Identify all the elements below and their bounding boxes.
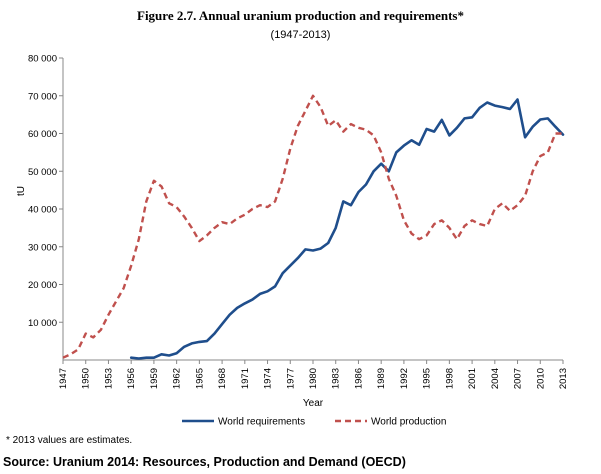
chart-subtitle: (1947-2013) [270, 29, 331, 41]
x-tick-label: 2004 [490, 368, 501, 389]
series-line-world-production [62, 94, 563, 359]
x-tick-label: 1971 [240, 368, 251, 389]
x-tick-label: 2001 [467, 368, 478, 389]
chart-title: Figure 2.7. Annual uranium production an… [137, 8, 464, 23]
y-tick-label: 20 000 [28, 280, 57, 291]
x-tick-labels: 1947 1950 1953 1956 1959 1962 1965 1968 1971 1974… [58, 368, 569, 389]
y-tick-labels: 10 000 20 000 30 000 40 000 50 000 60 000 70 0… [28, 54, 57, 329]
x-tick-label: 1989 [376, 368, 387, 389]
x-tick-label: 1992 [399, 368, 410, 389]
legend-label: World requirements [218, 417, 305, 428]
y-tick-label: 10 000 [28, 318, 57, 329]
y-axis-title: tU [16, 186, 27, 196]
x-tick-label: 1974 [263, 368, 274, 389]
y-tick-label: 60 000 [28, 129, 57, 140]
x-tick-label: 1962 [172, 368, 183, 389]
x-tick-label: 1953 [103, 368, 114, 389]
x-tick-label: 2010 [535, 368, 546, 389]
series-lines [62, 94, 565, 360]
chart-axes [59, 57, 564, 364]
legend-label: World production [371, 417, 446, 428]
x-tick-label: 1968 [217, 368, 228, 389]
x-tick-label: 2013 [558, 368, 569, 389]
x-tick-label: 1947 [58, 368, 69, 389]
footnote: * 2013 values are estimates. [6, 435, 133, 446]
series-line-world-requirements [129, 98, 565, 360]
x-tick-label: 1950 [81, 368, 92, 389]
x-tick-label: 1956 [126, 368, 137, 389]
legend: World requirements World production [182, 417, 446, 428]
y-tick-label: 30 000 [28, 242, 57, 253]
x-tick-label: 1977 [285, 368, 296, 389]
x-axis-title: Year [303, 398, 324, 409]
x-tick-label: 1983 [331, 368, 342, 389]
x-tick-label: 1965 [194, 368, 205, 389]
y-tick-label: 80 000 [28, 54, 57, 65]
x-tick-label: 1995 [422, 368, 433, 389]
source-line: Source: Uranium 2014: Resources, Product… [3, 455, 406, 469]
y-tick-label: 50 000 [28, 167, 57, 178]
x-tick-label: 1959 [149, 368, 160, 389]
y-tick-label: 70 000 [28, 91, 57, 102]
x-tick-label: 1998 [444, 368, 455, 389]
x-tick-label: 2007 [513, 368, 524, 389]
y-tick-label: 40 000 [28, 205, 57, 216]
x-tick-label: 1980 [308, 368, 319, 389]
x-tick-label: 1986 [353, 368, 364, 389]
